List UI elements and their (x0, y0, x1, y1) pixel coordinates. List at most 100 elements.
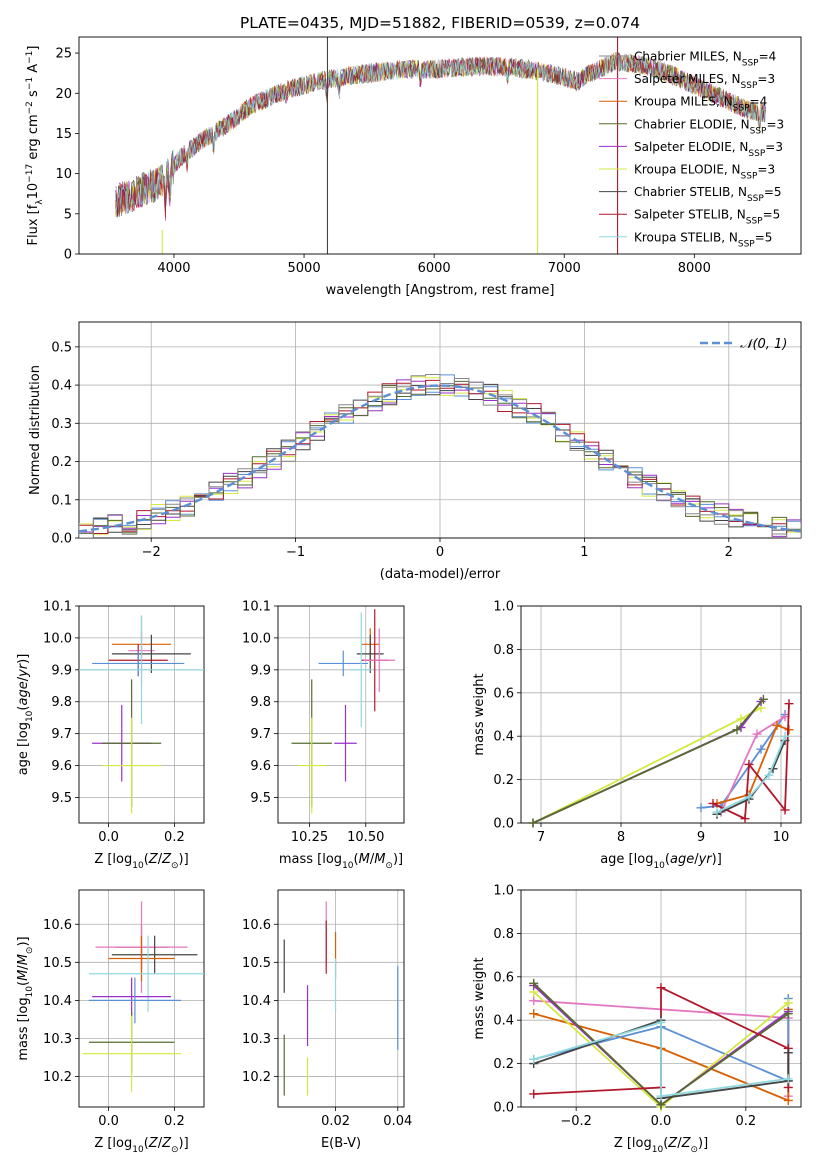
age-vs-z-xlabel: Z [log10(Z/Z⊙)] (94, 852, 188, 871)
y-tick-label: 0.4 (493, 730, 514, 745)
y-tick-label: 0.0 (493, 1101, 514, 1116)
weight-lines (528, 694, 794, 828)
weight-series-line (533, 1021, 789, 1098)
axes-frame (78, 889, 205, 1108)
weight-vs-z-ylabel: mass weight (472, 957, 487, 1039)
errorbar-point (88, 935, 204, 1012)
x-tick-label: 7000 (548, 261, 581, 276)
x-tick-label: 0.0 (651, 1114, 672, 1129)
y-tick-label: 0.6 (493, 686, 514, 701)
y-tick-label: 10.6 (43, 918, 72, 933)
mass-vs-z-panel: 0.0 0.2 10.2 10.3 10.4 10.5 10.6 Z [log10(Z/Z⊙)… (16, 889, 205, 1155)
plus-marker (528, 818, 538, 828)
histogram-series (79, 374, 801, 538)
mass-vs-ebv-panel: 0.02 0.04 10.2 10.3 10.4 10.5 10.6 E(B-V) (242, 889, 412, 1151)
x-tick-label: −2 (142, 545, 161, 560)
y-tick-label: 0.6 (493, 970, 514, 985)
plus-marker (758, 694, 768, 704)
x-tick-label: 0.0 (98, 1114, 119, 1129)
weight-vs-z-xlabel: Z [log10(Z/Z⊙)] (614, 1136, 708, 1155)
errorbar-point (350, 612, 373, 728)
x-tick-label: 0.2 (164, 1114, 185, 1129)
x-tick-label: 6000 (418, 261, 451, 276)
x-tick-label: 0 (436, 545, 444, 560)
y-tick-label: 0.1 (51, 493, 72, 508)
errorbar-point (111, 634, 191, 674)
mass-vs-z-ylabel: mass [log10(M/M⊙)] (16, 936, 35, 1060)
weight-lines (529, 978, 793, 1112)
y-tick-label: 10.0 (242, 631, 271, 646)
spectrum-series-line (115, 51, 766, 215)
errorbars (291, 609, 395, 814)
plus-marker (696, 803, 706, 813)
x-tick-label: 5000 (288, 261, 321, 276)
x-tick-label: 10.50 (347, 830, 384, 845)
legend-label: Salpeter MILES, NSSP=3 (634, 72, 775, 91)
errorbar-point (111, 935, 198, 974)
axes-frame (78, 36, 802, 255)
y-tick-label: 9.6 (250, 759, 271, 774)
y-tick-label: 10.4 (242, 994, 271, 1009)
plus-marker (736, 714, 746, 724)
age-vs-z-ylabel: age [log10(age/yr)] (16, 654, 35, 776)
spectrum-title: PLATE=0435, MJD=51882, FIBERID=0539, z=0… (240, 14, 640, 32)
plus-marker (783, 1009, 793, 1019)
age-vs-mass-panel: 10.25 10.50 9.5 9.6 9.7 9.8 9.9 10.0 10.1 mass [l… (242, 600, 405, 871)
spectrum-lines (115, 37, 766, 254)
plus-marker (756, 744, 766, 754)
age-vs-mass-xlabel: mass [log10(M/M⊙)] (279, 852, 403, 871)
residuals-panel: −2 −1 0 1 2 0.0 0.1 0.2 0.3 0.4 0.5 𝒩(0, 1) (data-mo… (28, 321, 802, 582)
y-tick-label: 10.6 (242, 918, 271, 933)
x-tick-label: 8 (617, 830, 625, 845)
errorbars (283, 901, 399, 1096)
y-tick-label: 10.5 (242, 956, 271, 971)
plus-marker (529, 996, 539, 1006)
y-tick-label: 0.4 (51, 379, 72, 394)
y-tick-label: 9.7 (250, 727, 271, 742)
axes-frame (277, 605, 405, 824)
y-tick-label: 10.4 (43, 994, 72, 1009)
y-tick-label: 1.0 (493, 600, 514, 615)
plus-marker (529, 1009, 539, 1019)
errorbar-point (92, 650, 185, 677)
plus-marker (529, 1089, 539, 1099)
plus-marker (783, 1095, 793, 1105)
errorbar-point (102, 717, 162, 814)
spectrum-ylabel: Flux [fλ10−17 erg cm−2 s−1 A−1] (25, 46, 45, 246)
x-tick-label: 4000 (157, 261, 190, 276)
y-tick-label: 10.3 (242, 1032, 271, 1047)
y-tick-label: 0.8 (493, 643, 514, 658)
y-tick-label: 0.2 (51, 455, 72, 470)
x-tick-label: 0.04 (383, 1114, 412, 1129)
plus-marker (772, 720, 782, 730)
x-tick-label: 7 (537, 830, 545, 845)
y-tick-label: 9.5 (250, 791, 271, 806)
legend-label: 𝒩(0, 1) (740, 337, 787, 352)
y-tick-label: 10.2 (43, 1070, 72, 1085)
errorbars (82, 901, 204, 1092)
x-tick-label: 0.2 (164, 830, 185, 845)
y-tick-label: 0.0 (493, 817, 514, 832)
x-tick-label: 0.2 (736, 1114, 757, 1129)
plus-marker (656, 1017, 666, 1027)
plus-marker (712, 807, 722, 817)
spectrum-legend: Chabrier MILES, NSSP=4 Salpeter MILES, NS… (599, 50, 784, 249)
weight-vs-age-ylabel: mass weight (472, 673, 487, 755)
y-tick-label: 9.7 (51, 727, 72, 742)
y-tick-label: 9.6 (51, 759, 72, 774)
errorbars (79, 615, 204, 814)
normal-reference-curve (79, 384, 801, 533)
y-tick-label: 10.1 (242, 600, 271, 615)
plus-marker (740, 814, 750, 824)
errorbar-point (92, 977, 172, 1016)
y-tick-label: 1.0 (493, 884, 514, 899)
age-vs-z-panel: 0.0 0.2 9.5 9.6 9.7 9.8 9.9 10.0 10.1 Z [log10(Z/… (16, 600, 205, 871)
errorbar-point (318, 650, 368, 677)
x-tick-label: 10 (773, 830, 790, 845)
legend-label: Chabrier MILES, NSSP=4 (634, 50, 776, 69)
plus-marker (783, 998, 793, 1008)
plus-marker (783, 1048, 793, 1058)
errorbar-point (298, 717, 326, 814)
plus-marker (744, 759, 754, 769)
